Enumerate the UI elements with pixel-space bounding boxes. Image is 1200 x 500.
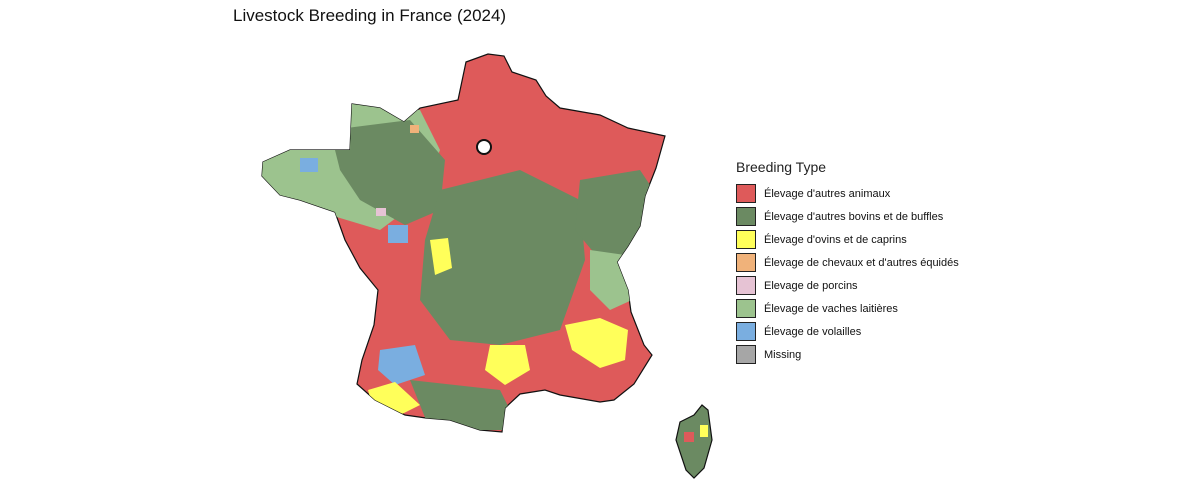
pig-patch <box>376 208 386 216</box>
legend-label: Élevage de vaches laitières <box>764 302 898 315</box>
poultry-brittany-patch <box>300 158 318 172</box>
sheep-west-zone <box>430 238 452 275</box>
poultry-loire-patch <box>388 225 408 243</box>
legend-swatch <box>736 230 756 249</box>
legend-item: Elevage de porcins <box>736 274 959 297</box>
legend-item: Élevage de vaches laitières <box>736 297 959 320</box>
cattle-pyrenees-zone <box>410 380 520 430</box>
cattle-central-zone <box>420 170 585 345</box>
legend-swatch <box>736 207 756 226</box>
corsica-sheep-patch <box>700 425 708 437</box>
legend-item: Élevage d'ovins et de caprins <box>736 228 959 251</box>
sheep-southeast-zone <box>565 318 628 368</box>
paris-area <box>476 139 492 155</box>
legend-label: Élevage d'autres animaux <box>764 187 891 200</box>
poultry-southwest-zone <box>378 345 425 385</box>
legend-item: Élevage de volailles <box>736 320 959 343</box>
legend-title: Breeding Type <box>736 159 827 175</box>
map-legend: Breeding Type Élevage d'autres animaux Él… <box>736 159 959 366</box>
legend-swatch <box>736 299 756 318</box>
horse-patch <box>410 125 419 133</box>
legend-item: Élevage d'autres bovins et de buffles <box>736 205 959 228</box>
legend-item: Élevage d'autres animaux <box>736 182 959 205</box>
legend-swatch <box>736 276 756 295</box>
legend-label: Missing <box>764 348 802 361</box>
legend-swatch <box>736 322 756 341</box>
legend-swatch <box>736 345 756 364</box>
legend-swatch <box>736 184 756 203</box>
map-title: Livestock Breeding in France (2024) <box>233 6 507 25</box>
legend-item: Élevage de chevaux et d'autres équidés <box>736 251 959 274</box>
legend-label: Élevage d'ovins et de caprins <box>764 233 907 246</box>
legend-label: Elevage de porcins <box>764 279 858 292</box>
legend-label: Élevage de volailles <box>764 325 862 338</box>
legend-label: Élevage de chevaux et d'autres équidés <box>764 256 959 269</box>
legend-label: Élevage d'autres bovins et de buffles <box>764 210 944 223</box>
legend-item: Missing <box>736 343 959 366</box>
corsica-other-patch <box>684 432 694 442</box>
cattle-northwest-zone <box>330 120 445 225</box>
sheep-south-central-zone <box>485 345 530 385</box>
legend-swatch <box>736 253 756 272</box>
